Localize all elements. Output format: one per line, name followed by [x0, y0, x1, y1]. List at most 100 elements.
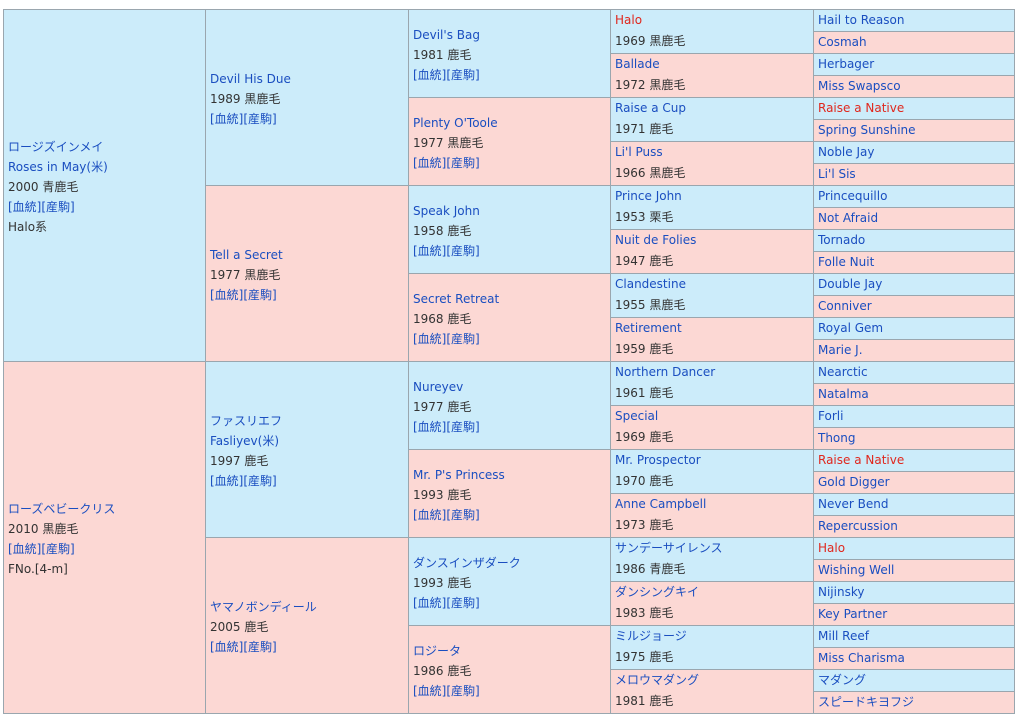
horse-name[interactable]: Spring Sunshine	[818, 123, 916, 137]
horse-name[interactable]: ロージズインメイ	[8, 140, 104, 154]
horse-name[interactable]: ロジータ	[413, 644, 462, 658]
horse-name[interactable]: Repercussion	[818, 519, 898, 533]
horse-name[interactable]: Tell a Secret	[210, 248, 283, 262]
offspring-link[interactable]: [産駒]	[446, 68, 480, 82]
horse-name[interactable]: Prince John	[615, 189, 682, 203]
pedigree-link[interactable]: [血統]	[210, 474, 244, 488]
horse-name[interactable]: Secret Retreat	[413, 292, 500, 306]
horse-name[interactable]: ヤマノボンディール	[210, 600, 317, 614]
horse-name[interactable]: Halo	[818, 541, 846, 555]
horse-name[interactable]: Anne Campbell	[615, 497, 707, 511]
horse-name[interactable]: Nureyev	[413, 380, 464, 394]
horse-name[interactable]: ファスリエフ	[210, 414, 283, 428]
horse-name[interactable]: Ballade	[615, 57, 660, 71]
horse-name[interactable]: Special	[615, 409, 659, 423]
horse-name[interactable]: Li'l Sis	[818, 167, 856, 181]
horse-cell-gen5: Never Bend	[813, 493, 1015, 516]
pedigree-link[interactable]: [血統]	[413, 596, 447, 610]
horse-name[interactable]: Hail to Reason	[818, 13, 905, 27]
offspring-link[interactable]: [産駒]	[446, 508, 480, 522]
pedigree-link[interactable]: [血統]	[413, 332, 447, 346]
horse-name[interactable]: Cosmah	[818, 35, 867, 49]
offspring-link[interactable]: [産駒]	[446, 684, 480, 698]
horse-name[interactable]: Miss Swapsco	[818, 79, 901, 93]
horse-name-english[interactable]: Fasliyev(米)	[210, 434, 280, 448]
horse-name[interactable]: Not Afraid	[818, 211, 879, 225]
horse-name[interactable]: Mill Reef	[818, 629, 869, 643]
horse-name[interactable]: Princequillo	[818, 189, 888, 203]
offspring-link[interactable]: [産駒]	[446, 596, 480, 610]
offspring-link[interactable]: [産駒]	[41, 542, 75, 556]
offspring-link[interactable]: [産駒]	[446, 244, 480, 258]
horse-name[interactable]: Plenty O'Toole	[413, 116, 498, 130]
pedigree-link[interactable]: [血統]	[210, 640, 244, 654]
offspring-link[interactable]: [産駒]	[243, 640, 277, 654]
horse-name[interactable]: Speak John	[413, 204, 480, 218]
horse-cell-gen5: Not Afraid	[813, 207, 1015, 230]
pedigree-link[interactable]: [血統]	[8, 542, 42, 556]
horse-name[interactable]: Retirement	[615, 321, 682, 335]
horse-name[interactable]: Folle Nuit	[818, 255, 875, 269]
horse-name[interactable]: Mr. Prospector	[615, 453, 701, 467]
horse-name[interactable]: Never Bend	[818, 497, 889, 511]
horse-name[interactable]: Noble Jay	[818, 145, 875, 159]
horse-name[interactable]: Halo	[615, 13, 643, 27]
horse-name[interactable]: Clandestine	[615, 277, 686, 291]
pedigree-link[interactable]: [血統]	[413, 156, 447, 170]
horse-name[interactable]: Forli	[818, 409, 844, 423]
horse-name[interactable]: Miss Charisma	[818, 651, 905, 665]
offspring-link[interactable]: [産駒]	[446, 332, 480, 346]
horse-name[interactable]: Nuit de Folies	[615, 233, 697, 247]
link-group: [血統][産駒]	[413, 329, 611, 349]
horse-name-english[interactable]: Roses in May(米)	[8, 160, 108, 174]
pedigree-link[interactable]: [血統]	[210, 112, 244, 126]
pedigree-link[interactable]: [血統]	[210, 288, 244, 302]
offspring-link[interactable]: [産駒]	[41, 200, 75, 214]
horse-name[interactable]: Tornado	[818, 233, 866, 247]
horse-name[interactable]: Royal Gem	[818, 321, 884, 335]
pedigree-link[interactable]: [血統]	[8, 200, 42, 214]
horse-name[interactable]: ミルジョージ	[615, 629, 687, 643]
horse-name[interactable]: ダンシングキイ	[615, 585, 700, 599]
horse-name[interactable]: Nearctic	[818, 365, 868, 379]
horse-name[interactable]: Raise a Native	[818, 453, 905, 467]
horse-cell-gen4: Anne Campbell 1973 鹿毛	[610, 493, 814, 538]
horse-name[interactable]: Marie J.	[818, 343, 863, 357]
horse-name[interactable]: Raise a Native	[818, 101, 905, 115]
birth-year-color: 1981 鹿毛	[413, 48, 472, 62]
horse-name[interactable]: Northern Dancer	[615, 365, 716, 379]
offspring-link[interactable]: [産駒]	[446, 420, 480, 434]
horse-cell-gen5: Gold Digger	[813, 471, 1015, 494]
offspring-link[interactable]: [産駒]	[446, 156, 480, 170]
horse-cell-gen5: Conniver	[813, 295, 1015, 318]
horse-name[interactable]: Double Jay	[818, 277, 883, 291]
pedigree-link[interactable]: [血統]	[413, 244, 447, 258]
horse-name[interactable]: Natalma	[818, 387, 869, 401]
pedigree-link[interactable]: [血統]	[413, 684, 447, 698]
horse-name[interactable]: スピードキヨフジ	[818, 695, 915, 709]
horse-name[interactable]: ダンスインザダーク	[413, 556, 521, 570]
pedigree-link[interactable]: [血統]	[413, 420, 447, 434]
horse-name[interactable]: Key Partner	[818, 607, 888, 621]
horse-name[interactable]: Devil His Due	[210, 72, 291, 86]
horse-name[interactable]: Wishing Well	[818, 563, 895, 577]
horse-name[interactable]: Thong	[818, 431, 856, 445]
horse-name[interactable]: Devil's Bag	[413, 28, 480, 42]
horse-name[interactable]: マダング	[818, 673, 867, 687]
offspring-link[interactable]: [産駒]	[243, 288, 277, 302]
horse-name[interactable]: メロウマダング	[615, 673, 700, 687]
horse-name[interactable]: Herbager	[818, 57, 875, 71]
horse-name[interactable]: Raise a Cup	[615, 101, 686, 115]
horse-name[interactable]: Conniver	[818, 299, 872, 313]
horse-name[interactable]: Li'l Puss	[615, 145, 663, 159]
horse-name[interactable]: Nijinsky	[818, 585, 865, 599]
horse-name[interactable]: Gold Digger	[818, 475, 890, 489]
offspring-link[interactable]: [産駒]	[243, 474, 277, 488]
horse-info: Devil's Bag 1981 鹿毛 [血統][産駒]	[409, 25, 611, 85]
pedigree-link[interactable]: [血統]	[413, 68, 447, 82]
pedigree-link[interactable]: [血統]	[413, 508, 447, 522]
horse-name[interactable]: サンデーサイレンス	[615, 541, 723, 555]
offspring-link[interactable]: [産駒]	[243, 112, 277, 126]
horse-name[interactable]: Mr. P's Princess	[413, 468, 505, 482]
horse-name[interactable]: ローズベビークリス	[8, 502, 116, 516]
